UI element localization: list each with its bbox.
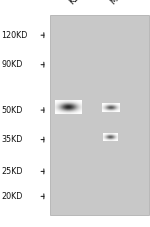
Text: 50KD: 50KD (2, 106, 23, 115)
Text: 90KD: 90KD (2, 60, 23, 69)
Text: K562: K562 (67, 0, 88, 7)
Text: 25KD: 25KD (2, 167, 23, 176)
Text: 20KD: 20KD (2, 192, 23, 201)
Bar (50, 15, 149, 215)
Text: 35KD: 35KD (2, 135, 23, 144)
Text: 120KD: 120KD (2, 31, 28, 40)
Text: MCF-7: MCF-7 (108, 0, 133, 7)
